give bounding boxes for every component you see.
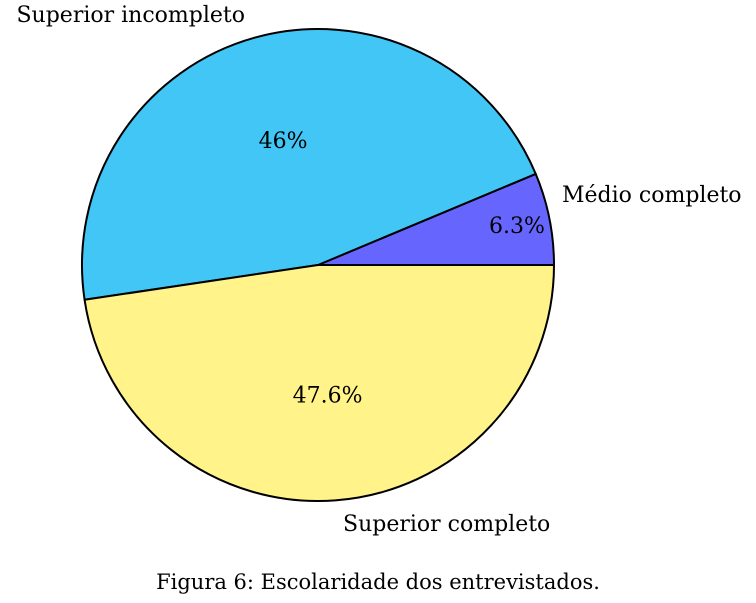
slice-value-label: 47.6% bbox=[293, 383, 363, 408]
slice-value-label: 6.3% bbox=[489, 214, 545, 239]
slice-value-label: 46% bbox=[259, 129, 308, 154]
pie-slices bbox=[81, 28, 555, 502]
pie-chart: 6.3% Médio completo 46% Superior incompleto… bbox=[16, 3, 741, 537]
slice-category-label: Superior completo bbox=[343, 512, 550, 537]
slice-category-label: Médio completo bbox=[562, 183, 742, 208]
slice-category-label: Superior incompleto bbox=[16, 3, 245, 28]
pie-slice-superior-completo bbox=[83, 264, 555, 502]
pie-labels: 6.3% Médio completo 46% Superior incompleto… bbox=[16, 3, 741, 537]
pie-slice-superior-incompleto bbox=[81, 28, 537, 301]
figure-caption: Figura 6: Escolaridade dos entrevistados… bbox=[156, 570, 600, 594]
